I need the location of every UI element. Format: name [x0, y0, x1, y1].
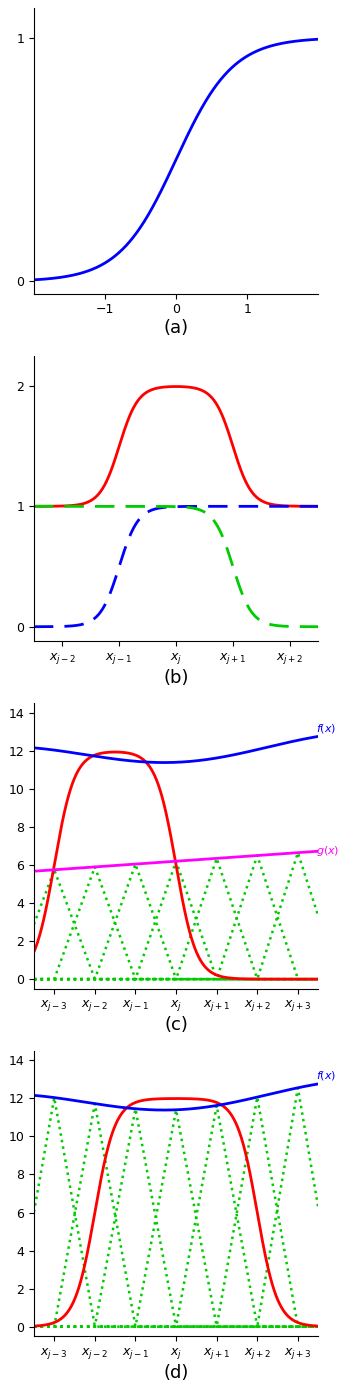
X-axis label: (b): (b): [163, 669, 189, 687]
Text: $g(x)$: $g(x)$: [316, 844, 340, 858]
Text: $f(x)$: $f(x)$: [316, 721, 337, 734]
X-axis label: (a): (a): [164, 320, 189, 338]
X-axis label: (c): (c): [164, 1016, 188, 1034]
Text: $f(x)$: $f(x)$: [316, 1069, 337, 1081]
X-axis label: (d): (d): [163, 1364, 189, 1382]
